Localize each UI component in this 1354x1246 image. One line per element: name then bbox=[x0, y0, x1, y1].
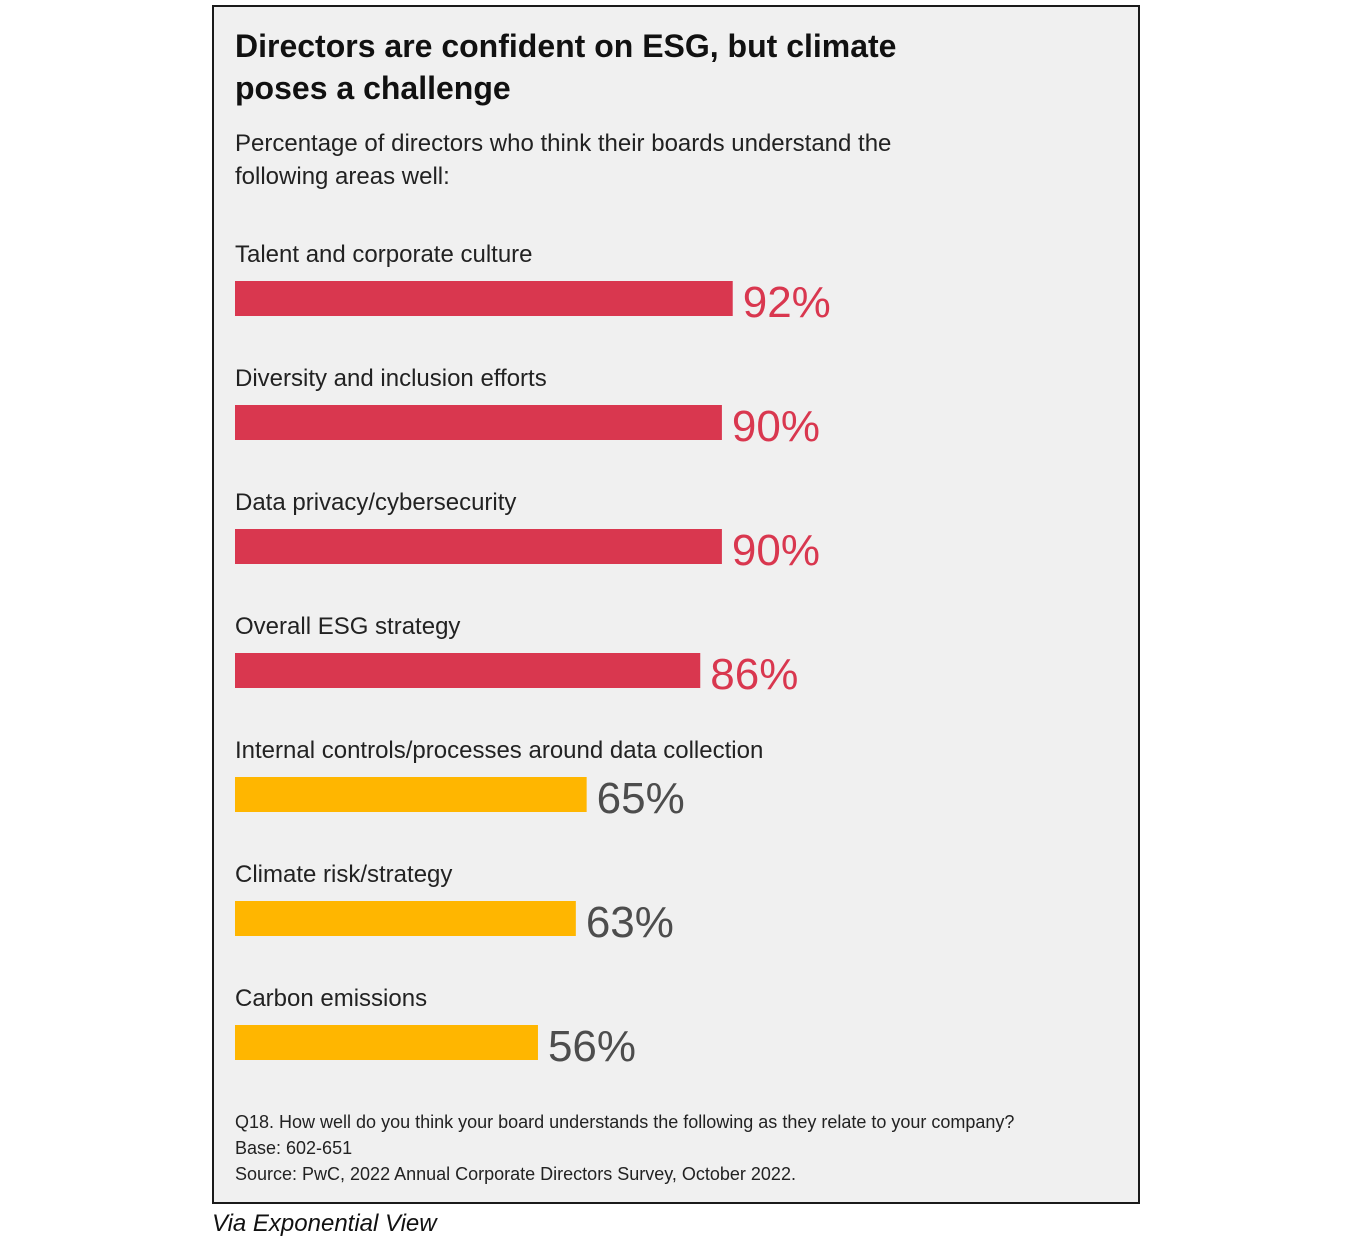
bar bbox=[235, 529, 722, 564]
bar bbox=[235, 653, 701, 688]
category-label: Internal controls/processes around data … bbox=[235, 737, 763, 764]
value-label: 56% bbox=[548, 1022, 636, 1071]
attribution-credit: Via Exponential View bbox=[212, 1210, 437, 1237]
category-label: Overall ESG strategy bbox=[235, 613, 460, 640]
bar bbox=[235, 1025, 538, 1060]
category-label: Talent and corporate culture bbox=[235, 241, 533, 268]
survey-base: Base: 602-651 bbox=[235, 1138, 353, 1158]
value-label: 92% bbox=[743, 278, 831, 327]
category-label: Climate risk/strategy bbox=[235, 861, 452, 888]
bar-chart: Talent and corporate culture 92% Diversity… bbox=[235, 241, 831, 1071]
value-label: 90% bbox=[732, 402, 820, 451]
value-label: 65% bbox=[597, 774, 685, 823]
value-label: 90% bbox=[732, 526, 820, 575]
value-label: 63% bbox=[586, 898, 674, 947]
chart-title: Directors are confident on ESG, but clim… bbox=[235, 28, 897, 106]
survey-question: Q18. How well do you think your board un… bbox=[235, 1112, 1015, 1132]
category-label: Data privacy/cybersecurity bbox=[235, 489, 516, 516]
category-label: Carbon emissions bbox=[235, 985, 427, 1012]
bar bbox=[235, 405, 722, 440]
source-note: Source: PwC, 2022 Annual Corporate Direc… bbox=[235, 1164, 796, 1184]
value-label: 86% bbox=[710, 650, 798, 699]
bar bbox=[235, 901, 576, 936]
bar bbox=[235, 777, 587, 812]
chart-footnote: Q18. How well do you think your board un… bbox=[235, 1109, 1014, 1187]
chart-subtitle: Percentage of directors who think their … bbox=[235, 130, 892, 190]
category-label: Diversity and inclusion efforts bbox=[235, 365, 547, 392]
chart-card: Directors are confident on ESG, but clim… bbox=[212, 5, 1140, 1204]
bar bbox=[235, 281, 733, 316]
